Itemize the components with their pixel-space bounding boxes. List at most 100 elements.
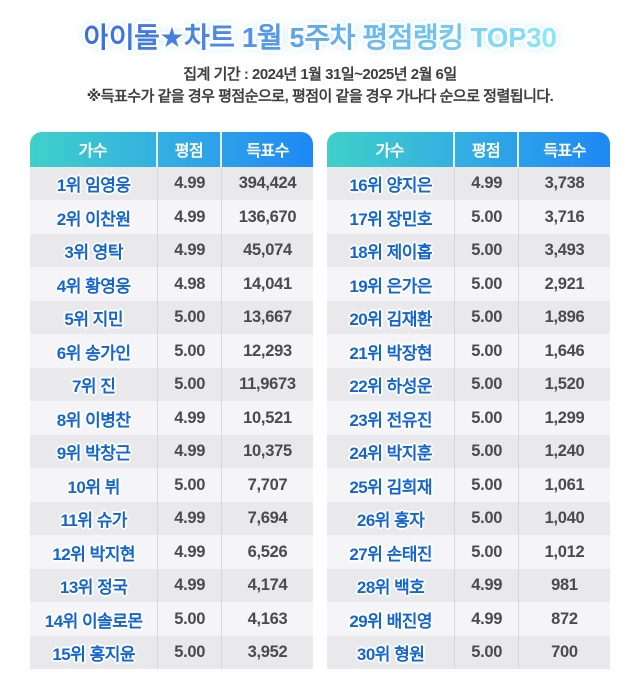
column-header-votes: 득표수 <box>220 131 313 167</box>
artist-cell: 24위 박지훈 <box>349 444 433 464</box>
table-row: 14위 이솔로몬 5.00 4,163 <box>30 602 313 636</box>
table-row: 4위 황영웅 4.98 14,041 <box>30 267 313 301</box>
rating-cell: 4.99 <box>454 602 518 636</box>
votes-cell: 13,667 <box>221 300 313 335</box>
table-row: 10위 뷔 5.00 7,707 <box>30 468 313 502</box>
table-row: 8위 이병찬 4.99 10,521 <box>30 401 313 435</box>
artist-cell: 21위 박장현 <box>349 343 433 363</box>
artist-cell: 26위 홍자 <box>356 511 425 531</box>
rating-cell: 5.00 <box>157 334 221 368</box>
artist-cell: 25위 김희재 <box>349 477 433 497</box>
votes-cell: 7,707 <box>221 468 313 502</box>
artist-cell: 8위 이병찬 <box>56 410 131 430</box>
table-row: 21위 박장현 5.00 1,646 <box>327 334 610 368</box>
page-title-text: 아이돌★차트 1월 5주차 평점랭킹 TOP30 <box>83 22 557 53</box>
votes-cell: 136,670 <box>221 200 313 234</box>
rating-cell: 5.00 <box>454 434 518 469</box>
table-row: 26위 홍자 5.00 1,040 <box>327 501 610 536</box>
votes-cell: 1,299 <box>518 401 610 435</box>
rating-cell: 5.00 <box>454 635 518 670</box>
votes-cell: 14,041 <box>221 267 313 301</box>
artist-cell: 14위 이솔로몬 <box>44 611 143 631</box>
artist-cell: 16위 양지은 <box>349 176 433 196</box>
artist-cell: 10위 뷔 <box>67 477 120 497</box>
table-row: 6위 송가인 5.00 12,293 <box>30 334 313 368</box>
table-body: 1위 임영웅 4.99 394,424 2위 이찬원 4.99 136,670 3위 영탁 4… <box>30 166 313 670</box>
rating-cell: 5.00 <box>454 267 518 301</box>
votes-cell: 3,716 <box>518 200 610 234</box>
column-header-rating: 평점 <box>155 131 221 167</box>
votes-cell: 4,163 <box>221 602 313 636</box>
table-row: 18위 제이홉 5.00 3,493 <box>327 233 610 268</box>
table-row: 9위 박창근 4.99 10,375 <box>30 434 313 469</box>
artist-cell: 9위 박창근 <box>56 444 131 464</box>
rating-cell: 5.00 <box>454 300 518 335</box>
table-row: 27위 손태진 5.00 1,012 <box>327 535 610 569</box>
votes-cell: 10,375 <box>221 434 313 469</box>
column-header-rating: 평점 <box>452 131 518 167</box>
rating-cell: 4.99 <box>157 166 221 201</box>
artist-cell: 15위 홍지윤 <box>52 645 136 665</box>
column-header-artist: 가수 <box>78 143 108 161</box>
votes-cell: 3,738 <box>518 166 610 201</box>
rating-cell: 4.99 <box>454 568 518 603</box>
votes-cell: 11,9673 <box>221 367 313 402</box>
votes-cell: 1,240 <box>518 434 610 469</box>
votes-cell: 3,952 <box>221 635 313 670</box>
rating-cell: 5.00 <box>157 367 221 402</box>
table-row: 5위 지민 5.00 13,667 <box>30 300 313 335</box>
artist-cell: 4위 황영웅 <box>56 276 131 296</box>
table-row: 3위 영탁 4.99 45,074 <box>30 233 313 268</box>
artist-cell: 11위 슈가 <box>60 511 127 531</box>
artist-cell: 23위 전유진 <box>349 410 433 430</box>
votes-cell: 1,520 <box>518 367 610 402</box>
votes-cell: 1,040 <box>518 501 610 536</box>
table-row: 28위 백호 4.99 981 <box>327 568 610 603</box>
votes-cell: 7,694 <box>221 501 313 536</box>
artist-cell: 6위 송가인 <box>56 343 131 363</box>
column-header-artist: 가수 <box>375 143 405 161</box>
table-row: 7위 진 5.00 11,9673 <box>30 367 313 402</box>
table-row: 20위 김재환 5.00 1,896 <box>327 300 610 335</box>
rating-cell: 5.00 <box>454 367 518 402</box>
table-row: 1위 임영웅 4.99 394,424 <box>30 166 313 201</box>
artist-cell: 5위 지민 <box>64 310 123 330</box>
votes-cell: 12,293 <box>221 334 313 368</box>
artist-cell: 19위 은가은 <box>349 276 433 296</box>
sorting-note-text: ※득표수가 같을 경우 평점순으로, 평점이 같을 경우 가나다 순으로 정렬됩… <box>86 88 554 106</box>
votes-cell: 981 <box>518 568 610 603</box>
table-row: 15위 홍지윤 5.00 3,952 <box>30 635 313 670</box>
votes-cell: 3,493 <box>518 233 610 268</box>
table-row: 23위 전유진 5.00 1,299 <box>327 401 610 435</box>
table-header: 가수 평점 득표수 <box>327 131 610 167</box>
table-row: 16위 양지은 4.99 3,738 <box>327 166 610 201</box>
table-row: 13위 정국 4.99 4,174 <box>30 568 313 603</box>
rating-cell: 5.00 <box>454 535 518 569</box>
votes-cell: 10,521 <box>221 401 313 435</box>
artist-cell: 18위 제이홉 <box>349 243 433 263</box>
artist-cell: 29위 배진영 <box>349 611 433 631</box>
rating-cell: 5.00 <box>454 200 518 234</box>
votes-cell: 1,646 <box>518 334 610 368</box>
artist-cell: 12위 박지현 <box>52 544 136 564</box>
artist-cell: 3위 영탁 <box>64 243 123 263</box>
page-title: 아이돌★차트 1월 5주차 평점랭킹 TOP30 <box>0 20 640 56</box>
rating-cell: 4.98 <box>157 267 221 301</box>
artist-cell: 7위 진 <box>71 377 116 397</box>
aggregation-period-text: 집계 기간 : 2024년 1월 31일~2025년 2월 6일 <box>183 66 457 84</box>
votes-cell: 6,526 <box>221 535 313 569</box>
rating-cell: 5.00 <box>454 233 518 268</box>
table-row: 17위 장민호 5.00 3,716 <box>327 200 610 234</box>
votes-cell: 700 <box>518 635 610 670</box>
rating-cell: 5.00 <box>454 334 518 368</box>
votes-cell: 4,174 <box>221 568 313 603</box>
votes-cell: 1,896 <box>518 300 610 335</box>
table-header: 가수 평점 득표수 <box>30 131 313 167</box>
table-row: 11위 슈가 4.99 7,694 <box>30 501 313 536</box>
rating-cell: 5.00 <box>454 501 518 536</box>
rating-cell: 4.99 <box>157 501 221 536</box>
artist-cell: 2위 이찬원 <box>56 209 131 229</box>
rating-cell: 4.99 <box>157 535 221 569</box>
table-row: 30위 형원 5.00 700 <box>327 635 610 670</box>
table-row: 29위 배진영 4.99 872 <box>327 602 610 636</box>
